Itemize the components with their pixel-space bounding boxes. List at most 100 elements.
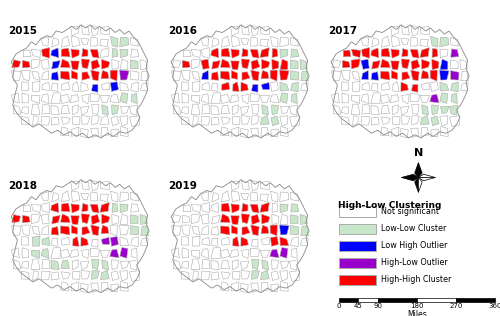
- Polygon shape: [280, 225, 289, 235]
- Polygon shape: [120, 49, 128, 58]
- Polygon shape: [250, 192, 258, 201]
- Polygon shape: [72, 225, 78, 234]
- Polygon shape: [211, 93, 220, 104]
- Polygon shape: [250, 283, 258, 292]
- Polygon shape: [300, 83, 308, 91]
- Polygon shape: [42, 48, 50, 58]
- Polygon shape: [182, 60, 190, 68]
- Polygon shape: [280, 106, 289, 114]
- Polygon shape: [440, 116, 448, 126]
- Polygon shape: [352, 116, 358, 126]
- Polygon shape: [72, 260, 78, 270]
- Polygon shape: [260, 194, 268, 202]
- Polygon shape: [381, 105, 390, 114]
- Polygon shape: [371, 105, 380, 115]
- Polygon shape: [120, 37, 128, 47]
- Polygon shape: [60, 59, 70, 68]
- Polygon shape: [71, 282, 79, 291]
- Text: N: N: [414, 148, 423, 158]
- Polygon shape: [51, 117, 59, 125]
- Polygon shape: [141, 226, 148, 236]
- Polygon shape: [130, 60, 138, 69]
- Polygon shape: [432, 48, 438, 58]
- Polygon shape: [192, 250, 200, 258]
- Polygon shape: [111, 129, 118, 137]
- Polygon shape: [90, 37, 98, 46]
- Polygon shape: [72, 70, 78, 79]
- Polygon shape: [14, 260, 20, 269]
- Polygon shape: [90, 283, 98, 292]
- Polygon shape: [102, 214, 110, 224]
- Bar: [416, 298, 456, 301]
- Polygon shape: [362, 82, 370, 90]
- Polygon shape: [100, 270, 109, 280]
- Polygon shape: [12, 60, 20, 68]
- Polygon shape: [42, 70, 48, 80]
- Polygon shape: [202, 48, 209, 58]
- Polygon shape: [251, 60, 260, 70]
- Polygon shape: [242, 249, 249, 258]
- Polygon shape: [211, 248, 220, 258]
- Polygon shape: [130, 49, 138, 57]
- Polygon shape: [82, 249, 89, 258]
- Polygon shape: [211, 48, 219, 58]
- Polygon shape: [280, 49, 288, 58]
- Polygon shape: [401, 82, 408, 92]
- Polygon shape: [440, 70, 449, 80]
- Polygon shape: [402, 72, 410, 80]
- Polygon shape: [182, 70, 190, 81]
- Polygon shape: [70, 250, 78, 258]
- Polygon shape: [120, 59, 128, 70]
- Polygon shape: [280, 93, 288, 103]
- Polygon shape: [421, 128, 428, 136]
- Polygon shape: [60, 94, 70, 104]
- Text: 0: 0: [336, 303, 341, 309]
- Polygon shape: [232, 70, 237, 79]
- Polygon shape: [120, 225, 129, 235]
- Polygon shape: [91, 60, 100, 70]
- Polygon shape: [202, 237, 210, 245]
- Polygon shape: [192, 95, 200, 103]
- Polygon shape: [32, 95, 40, 103]
- Polygon shape: [351, 59, 360, 69]
- Polygon shape: [41, 191, 48, 201]
- Polygon shape: [81, 283, 88, 293]
- Polygon shape: [290, 270, 300, 281]
- Polygon shape: [130, 215, 138, 223]
- Polygon shape: [450, 116, 460, 126]
- Polygon shape: [460, 83, 468, 91]
- Polygon shape: [212, 238, 218, 246]
- Polygon shape: [90, 248, 100, 257]
- Polygon shape: [270, 225, 278, 236]
- Polygon shape: [71, 127, 79, 136]
- Polygon shape: [241, 283, 248, 293]
- Polygon shape: [280, 70, 289, 80]
- Polygon shape: [242, 59, 250, 69]
- Polygon shape: [221, 36, 230, 47]
- Polygon shape: [291, 248, 297, 258]
- Polygon shape: [130, 237, 138, 247]
- Polygon shape: [232, 36, 240, 47]
- Polygon shape: [112, 59, 119, 70]
- Polygon shape: [291, 94, 297, 104]
- Polygon shape: [390, 27, 400, 36]
- Polygon shape: [252, 84, 258, 92]
- Polygon shape: [252, 104, 259, 115]
- Polygon shape: [192, 236, 200, 246]
- Polygon shape: [432, 59, 439, 70]
- Polygon shape: [62, 82, 70, 90]
- Polygon shape: [100, 250, 110, 258]
- Polygon shape: [402, 174, 418, 178]
- Polygon shape: [440, 37, 448, 47]
- Polygon shape: [211, 260, 220, 270]
- Polygon shape: [392, 36, 400, 47]
- Polygon shape: [460, 59, 468, 70]
- Polygon shape: [172, 226, 181, 236]
- Polygon shape: [440, 127, 448, 137]
- Polygon shape: [51, 248, 60, 258]
- Polygon shape: [22, 82, 29, 90]
- Text: 180: 180: [410, 303, 424, 309]
- Polygon shape: [260, 39, 268, 47]
- Polygon shape: [32, 227, 40, 235]
- Polygon shape: [342, 82, 348, 90]
